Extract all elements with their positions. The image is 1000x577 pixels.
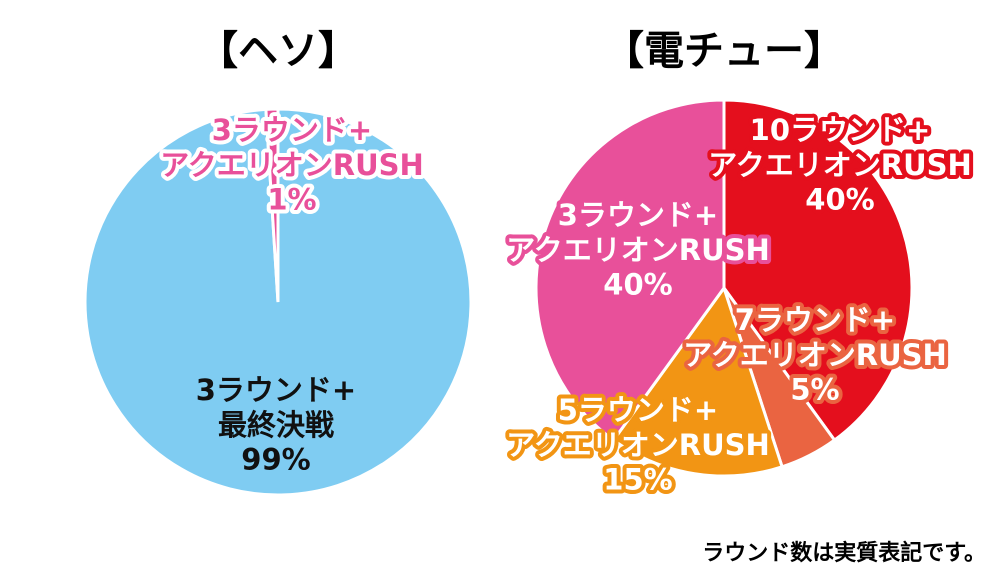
pie-0-slice-1-label-line-0: 3ラウンド+ bbox=[212, 113, 372, 147]
pie-1-slice-3 bbox=[534, 98, 726, 443]
pie-1-slice-0-label: 10ラウンド+アクエリオンRUSH 40% bbox=[708, 113, 972, 217]
pie-0-slice-0-label-line-1: 最終決戦 bbox=[218, 408, 334, 442]
pie-1 bbox=[534, 98, 914, 478]
pie-1-slice-1-label-line-1: アクエリオンRUSH bbox=[683, 338, 947, 372]
pie-1-slice-2-label-line-1: アクエリオンRUSH bbox=[506, 428, 770, 462]
footnote: ラウンド数は実質表記です。 bbox=[702, 541, 986, 566]
pie-1-slice-0-label-line-0: 10ラウンド+ bbox=[750, 113, 931, 147]
pie-1-slice-3-label-line-2: 40% bbox=[603, 268, 672, 302]
pie-0-slice-1-label-line-2: 1% bbox=[267, 183, 316, 217]
pie-1-slice-2-label-line-0: 5ラウンド+ bbox=[558, 393, 718, 427]
pie-1-slice-2-label: 5ラウンド+アクエリオンRUSH 15% bbox=[506, 393, 770, 497]
pie-0-slice-0 bbox=[83, 107, 473, 497]
pie-0-slice-0-label-line-0: 3ラウンド+ bbox=[196, 373, 356, 407]
pie-1-slice-2 bbox=[611, 284, 784, 478]
pie-1-slice-0-label-line-2: 40% bbox=[805, 183, 874, 217]
pie-1-slice-2-label-line-2: 15% bbox=[603, 463, 672, 497]
pie-0 bbox=[83, 107, 473, 497]
pie-0-slice-0-label: 3ラウンド+最終決戦 99% bbox=[196, 373, 356, 477]
chart-title-denchu: 【電チュー】 bbox=[604, 28, 844, 74]
pie-1-slice-0 bbox=[722, 98, 914, 443]
pie-1-slice-1-label-line-0: 7ラウンド+ bbox=[735, 303, 895, 337]
pie-0-slice-1 bbox=[264, 107, 280, 303]
chart-title-heso: 【ヘソ】 bbox=[198, 28, 358, 74]
pie-1-slice-0-label-line-1: アクエリオンRUSH bbox=[708, 148, 972, 182]
pie-1-slice-1-label-line-2: 5% bbox=[790, 373, 839, 407]
pie-0-slice-0-label-line-2: 99% bbox=[241, 443, 310, 477]
pie-1-slice-1-label: 7ラウンド+アクエリオンRUSH 5% bbox=[683, 303, 947, 407]
pie-1-slice-3-label-line-0: 3ラウンド+ bbox=[558, 198, 718, 232]
pie-0-slice-1-label: 3ラウンド+アクエリオンRUSH 1% bbox=[160, 113, 424, 217]
pie-1-slice-3-label-line-1: アクエリオンRUSH bbox=[506, 233, 770, 267]
pie-0-slice-1-label-line-1: アクエリオンRUSH bbox=[160, 148, 424, 182]
pie-1-slice-3-label: 3ラウンド+アクエリオンRUSH 40% bbox=[506, 198, 770, 302]
